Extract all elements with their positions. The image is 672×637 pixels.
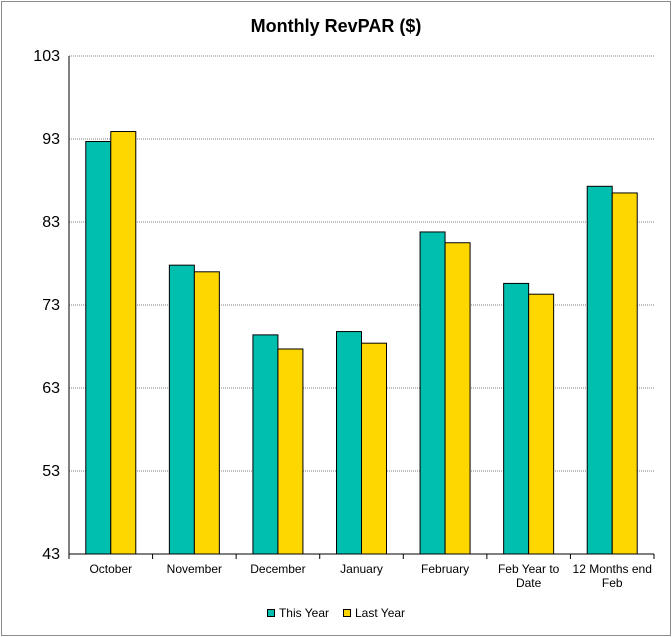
bar-last-year (444, 242, 471, 555)
bar-last-year (361, 342, 387, 555)
legend-swatch-last-year (343, 609, 351, 617)
y-tick-label: 43 (42, 546, 60, 563)
x-tick-label: Feb (602, 576, 623, 590)
bar-this-year (85, 140, 112, 555)
bar-last-year (193, 271, 220, 555)
x-tick-label: 12 Months end (573, 562, 652, 576)
x-tick-label: January (340, 562, 383, 576)
x-tick-label: February (421, 562, 469, 576)
y-tick-label: 83 (42, 214, 60, 231)
y-tick-label: 93 (42, 131, 60, 148)
bar-this-year (586, 185, 613, 555)
bar-this-year (419, 231, 446, 555)
legend: This Year Last Year (0, 606, 672, 620)
legend-item-this-year: This Year (266, 606, 329, 620)
bar-last-year (110, 131, 137, 555)
x-tick-label: Feb Year to (498, 562, 560, 576)
legend-item-last-year: Last Year (343, 606, 405, 620)
y-tick-label: 53 (42, 463, 60, 480)
x-tick-label: October (89, 562, 132, 576)
y-tick-label: 63 (42, 380, 60, 397)
legend-label-this-year: This Year (278, 606, 329, 620)
x-tick-label: Date (516, 576, 542, 590)
y-tick-label: 73 (42, 297, 60, 314)
x-tick-label: November (167, 562, 222, 576)
y-tick-label: 103 (33, 48, 60, 65)
bar-last-year (528, 293, 555, 555)
bar-this-year (252, 334, 279, 555)
legend-label-last-year: Last Year (355, 606, 406, 620)
bar-this-year (336, 331, 362, 555)
bar-this-year (168, 264, 195, 555)
bar-last-year (277, 348, 304, 555)
chart-title: Monthly RevPAR ($) (250, 16, 422, 36)
bar-this-year (503, 282, 530, 555)
bar-last-year (611, 192, 638, 555)
x-tick-label: December (250, 562, 305, 576)
legend-swatch-this-year (266, 609, 275, 617)
